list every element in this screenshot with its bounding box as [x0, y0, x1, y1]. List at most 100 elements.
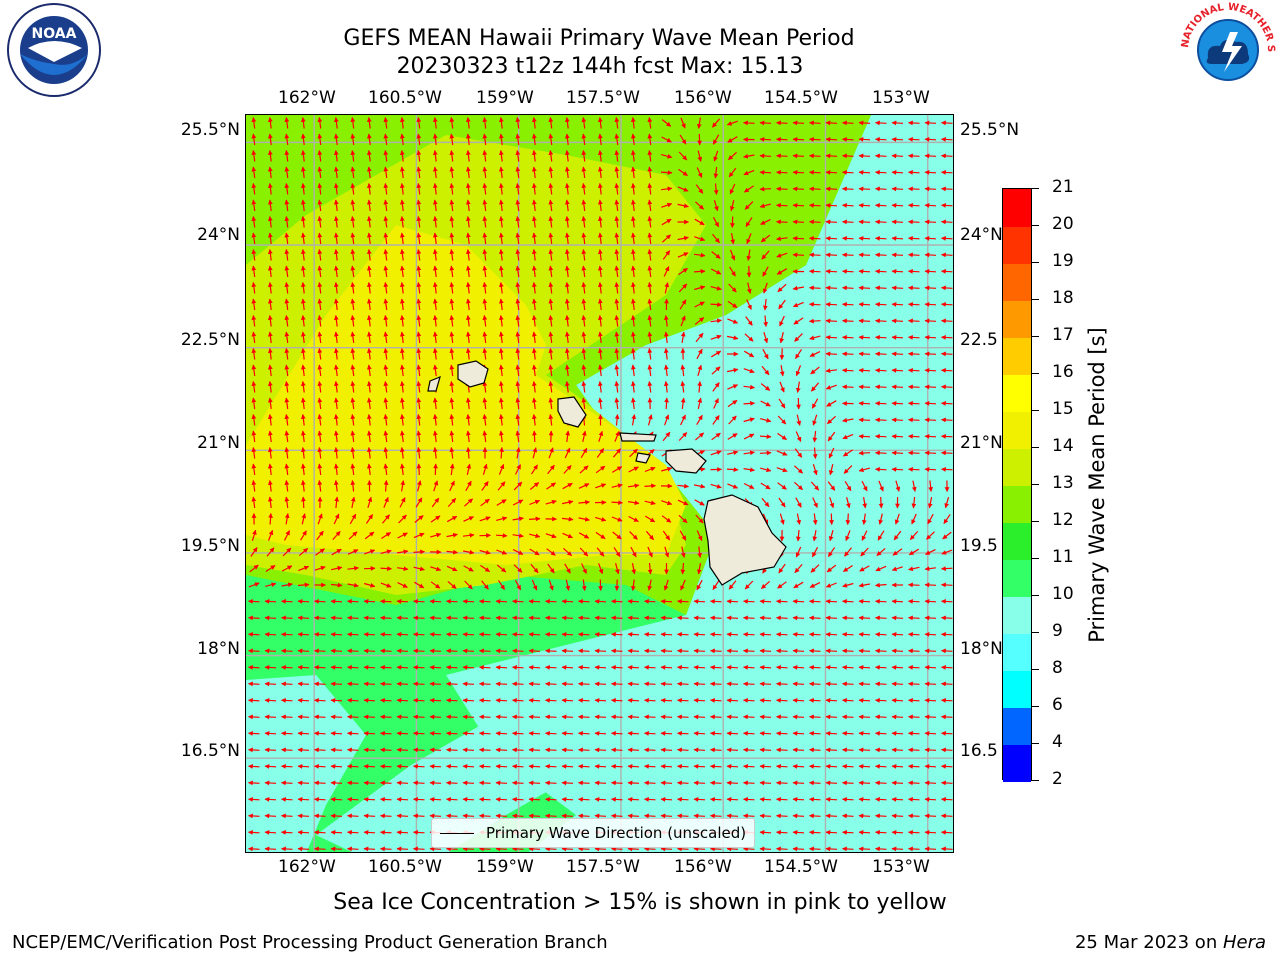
- wave-arrow: [545, 632, 557, 637]
- wave-arrow: [726, 747, 739, 753]
- wave-arrow: [297, 747, 310, 753]
- wave-arrow: [875, 153, 887, 159]
- wave-arrow: [413, 648, 425, 654]
- wave-arrow: [267, 166, 273, 179]
- wave-arrow: [396, 813, 409, 819]
- wave-arrow: [528, 681, 541, 687]
- wave-arrow: [858, 797, 871, 802]
- wave-arrow: [251, 397, 257, 410]
- wave-arrow: [924, 698, 937, 703]
- wave-arrow: [548, 117, 554, 129]
- wave-arrow: [396, 599, 409, 604]
- wave-arrow: [891, 830, 904, 835]
- wave-arrow: [875, 714, 887, 720]
- wave-arrow: [528, 780, 541, 786]
- wave-arrow: [432, 183, 438, 195]
- colorbar-tick-label: 20: [1052, 214, 1074, 234]
- wave-arrow: [680, 414, 686, 426]
- wave-arrow: [446, 681, 458, 687]
- wave-arrow: [660, 681, 673, 687]
- wave-arrow: [350, 265, 356, 278]
- wave-arrow: [531, 381, 537, 393]
- wave-arrow: [333, 150, 339, 162]
- wave-arrow: [498, 117, 504, 129]
- wave-arrow: [512, 648, 524, 654]
- wave-arrow: [924, 681, 937, 687]
- wave-arrow: [479, 599, 491, 604]
- wave-arrow: [760, 417, 772, 423]
- wave-arrow: [581, 381, 587, 393]
- wave-arrow: [297, 797, 310, 802]
- wave-arrow: [630, 216, 636, 228]
- wave-arrow: [826, 415, 837, 425]
- wave-arrow: [380, 566, 392, 571]
- wave-arrow: [627, 813, 640, 819]
- wave-arrow: [482, 249, 488, 261]
- wave-arrow: [399, 117, 405, 129]
- wave-arrow: [548, 166, 554, 179]
- wave-arrow: [350, 364, 356, 377]
- wave-arrow: [792, 615, 805, 621]
- wave-arrow: [611, 500, 623, 505]
- chart-title: GEFS MEAN Hawaii Primary Wave Mean Perio…: [343, 26, 855, 51]
- wave-arrow: [630, 133, 636, 146]
- wave-arrow: [858, 203, 871, 208]
- wave-arrow: [399, 133, 405, 146]
- wave-arrow: [924, 137, 937, 142]
- wave-arrow: [545, 714, 557, 720]
- wave-arrow: [330, 731, 343, 736]
- wave-arrow: [726, 797, 739, 802]
- wave-arrow: [396, 846, 409, 852]
- wave-arrow: [531, 150, 537, 162]
- wave-arrow: [875, 648, 887, 654]
- wave-arrow: [627, 665, 640, 670]
- wave-arrow: [694, 301, 705, 308]
- wave-arrow: [693, 269, 706, 274]
- wave-arrow: [597, 232, 603, 245]
- wave-arrow: [842, 153, 854, 159]
- wave-arrow: [759, 648, 772, 654]
- wave-arrow: [796, 414, 802, 426]
- colorbar-tick-label: 8: [1052, 658, 1063, 678]
- wave-arrow: [891, 219, 904, 225]
- chart-subtitle: 20230323 t12z 144h fcst Max: 15.13: [396, 54, 804, 79]
- lat-tick-right: 22.5: [960, 330, 998, 350]
- wave-arrow: [809, 830, 821, 835]
- wave-arrow: [581, 232, 587, 245]
- wave-arrow: [416, 166, 422, 179]
- wave-arrow: [333, 447, 339, 459]
- wave-arrow: [627, 714, 640, 720]
- wave-arrow: [267, 183, 273, 195]
- wave-arrow: [380, 797, 392, 802]
- wave-arrow: [941, 434, 953, 439]
- wave-arrow: [825, 252, 838, 258]
- wave-arrow: [333, 183, 339, 195]
- wave-arrow: [297, 665, 310, 670]
- wave-arrow: [941, 681, 953, 687]
- wave-arrow: [759, 599, 772, 604]
- wave-arrow: [779, 381, 785, 393]
- wave-arrow: [660, 698, 673, 703]
- wave-arrow: [350, 133, 356, 146]
- wave-arrow: [545, 681, 557, 687]
- wave-arrow: [264, 780, 277, 786]
- wave-arrow: [875, 170, 887, 175]
- wave-arrow: [759, 714, 772, 720]
- wave-arrow: [825, 368, 838, 374]
- wave-arrow: [776, 665, 788, 670]
- wave-arrow: [482, 315, 488, 327]
- wave-arrow: [696, 167, 703, 178]
- wave-arrow: [251, 183, 257, 195]
- wave-arrow: [347, 599, 359, 604]
- wave-arrow: [317, 265, 323, 278]
- colorbar-tick-mark: [1031, 299, 1039, 300]
- wave-arrow: [908, 780, 920, 786]
- wave-direction-arrows: [248, 117, 953, 852]
- wave-arrow: [726, 367, 739, 373]
- wave-arrow: [762, 298, 768, 311]
- wave-arrow: [858, 368, 871, 373]
- wave-arrow: [809, 120, 821, 126]
- wave-arrow: [350, 232, 356, 245]
- wave-arrow: [660, 797, 673, 802]
- wave-arrow: [611, 846, 623, 852]
